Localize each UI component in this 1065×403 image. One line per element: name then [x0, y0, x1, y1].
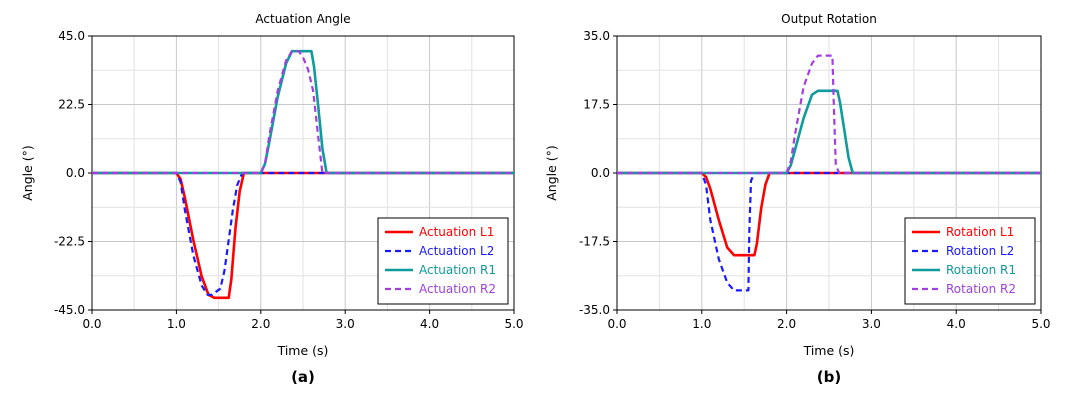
x-tick-label: 2.0	[251, 317, 270, 331]
series-line-actuation-r1	[92, 49, 514, 175]
x-tick-label: 3.0	[862, 317, 881, 331]
y-tick-label: -45.0	[54, 303, 85, 317]
legend-label: Actuation R2	[419, 282, 496, 296]
y-tick-label: 35.0	[583, 29, 610, 43]
panel-label: (a)	[291, 368, 315, 386]
legend-label: Actuation L2	[419, 244, 494, 258]
x-tick-label: 2.0	[777, 317, 796, 331]
x-axis-label: Time (s)	[277, 343, 329, 358]
x-tick-label: 4.0	[947, 317, 966, 331]
legend-label: Rotation L1	[946, 225, 1014, 239]
x-tick-label: 1.0	[692, 317, 711, 331]
legend-label: Rotation R1	[946, 263, 1016, 277]
chart-title: Actuation Angle	[255, 12, 350, 26]
legend-label: Actuation L1	[419, 225, 494, 239]
y-tick-label: 0.0	[66, 166, 85, 180]
legend-label: Rotation R2	[946, 282, 1016, 296]
x-axis-label: Time (s)	[803, 343, 855, 358]
series-line-rotation-r2	[617, 54, 1041, 175]
legend-label: Actuation R1	[419, 263, 496, 277]
panel-label: (b)	[817, 368, 841, 386]
y-tick-label: 17.5	[583, 98, 610, 112]
y-tick-label: -35.0	[579, 303, 610, 317]
x-tick-label: 5.0	[504, 317, 523, 331]
chart-a: 0.0 1.0 2.0 3.0 4.0 5.0 -45.0 -22.5 0.0 22.5 45.0 A…	[20, 12, 524, 386]
y-tick-label: -22.5	[54, 235, 85, 249]
x-tick-label: 0.0	[607, 317, 626, 331]
series-line-rotation-l2	[617, 171, 1041, 292]
x-tick-label: 0.0	[82, 317, 101, 331]
chart-title: Output Rotation	[781, 12, 877, 26]
x-tick-label: 5.0	[1031, 317, 1050, 331]
legend: Rotation L1 Rotation L2 Rotation R1 Rotatio…	[904, 217, 1036, 305]
x-tick-label: 3.0	[336, 317, 355, 331]
y-axis-label: Angle (°)	[20, 145, 35, 201]
legend-label: Rotation L2	[946, 244, 1014, 258]
series-group	[92, 49, 514, 300]
y-tick-label: 22.5	[58, 98, 85, 112]
x-tick-label: 1.0	[167, 317, 186, 331]
y-tick-label: 0.0	[591, 166, 610, 180]
series-group	[617, 54, 1041, 292]
series-line-rotation-r1	[617, 89, 1041, 175]
legend: Actuation L1 Actuation L2 Actuation R1 Actu…	[377, 217, 509, 305]
series-line-actuation-r2	[92, 50, 514, 175]
y-axis-label: Angle (°)	[544, 145, 559, 201]
x-tick-label: 4.0	[420, 317, 439, 331]
y-tick-label: -17.5	[579, 235, 610, 249]
chart-b: 0.0 1.0 2.0 3.0 4.0 5.0 -35.0 -17.5 0.0 17.5 35.0 O…	[544, 12, 1051, 386]
series-line-actuation-l1	[92, 171, 514, 300]
y-tick-label: 45.0	[58, 29, 85, 43]
series-line-rotation-l1	[617, 171, 1041, 257]
